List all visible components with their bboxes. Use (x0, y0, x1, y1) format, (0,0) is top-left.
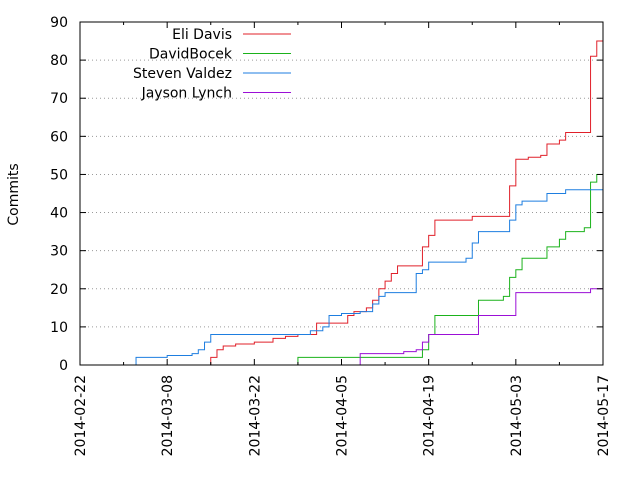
y-tick-label: 90 (50, 15, 68, 31)
legend-label: Jayson Lynch (141, 86, 232, 102)
y-tick-label: 40 (50, 206, 68, 222)
y-tick-label: 80 (50, 53, 68, 69)
legend: Eli Davis DavidBocek Steven Valdez Jayson L… (133, 27, 291, 102)
x-tick-label: 2014-03-22 (247, 375, 263, 456)
x-tick-label: 2014-04-05 (335, 375, 351, 456)
series-line (297, 170, 604, 365)
y-tick-label: 10 (50, 320, 68, 336)
y-tick-label: 70 (50, 91, 68, 107)
y-axis-ticks: 0 10 20 30 40 50 60 70 80 90 (50, 15, 603, 374)
series-line (204, 37, 604, 366)
y-tick-label: 20 (50, 282, 68, 298)
y-tick-label: 30 (50, 244, 68, 260)
x-tick-label: 2014-05-03 (509, 375, 525, 456)
x-tick-label: 2014-03-08 (160, 375, 176, 456)
x-tick-label: 2014-02-22 (73, 375, 89, 456)
y-tick-label: 50 (50, 167, 68, 183)
series-lines (135, 37, 604, 366)
y-tick-label: 0 (59, 358, 68, 374)
y-axis-title: Commits (6, 163, 22, 225)
series-line (359, 288, 603, 365)
x-tick-label: 2014-04-19 (422, 375, 438, 456)
legend-label: Steven Valdez (133, 66, 232, 82)
legend-label: DavidBocek (149, 47, 233, 63)
y-tick-label: 60 (50, 129, 68, 145)
series-line (135, 189, 603, 365)
x-axis-ticks: 2014-02-22 2014-03-08 2014-03-22 2014-04-05… (73, 22, 612, 456)
x-tick-label: 2014-05-17 (596, 375, 612, 456)
legend-label: Eli Davis (172, 27, 232, 43)
